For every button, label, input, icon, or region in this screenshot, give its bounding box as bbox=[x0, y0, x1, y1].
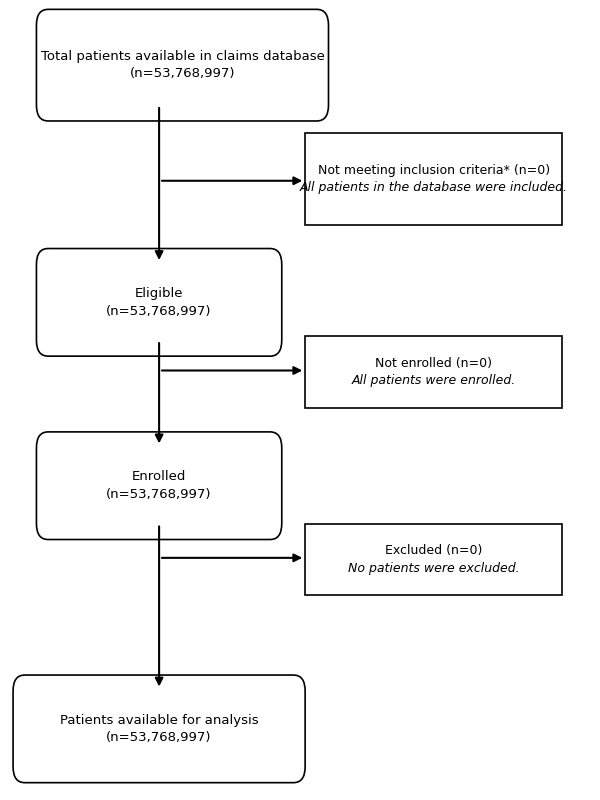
FancyBboxPatch shape bbox=[37, 10, 328, 121]
Bar bbox=[305, 133, 562, 225]
Text: (n=53,768,997): (n=53,768,997) bbox=[106, 488, 212, 501]
Text: (n=53,768,997): (n=53,768,997) bbox=[106, 305, 212, 318]
Text: No patients were excluded.: No patients were excluded. bbox=[348, 562, 520, 574]
Text: All patients were enrolled.: All patients were enrolled. bbox=[352, 374, 516, 387]
Text: (n=53,768,997): (n=53,768,997) bbox=[130, 67, 235, 81]
Text: Not enrolled (n=0): Not enrolled (n=0) bbox=[375, 357, 492, 370]
Text: Total patients available in claims database: Total patients available in claims datab… bbox=[41, 50, 325, 63]
Text: Excluded (n=0): Excluded (n=0) bbox=[385, 544, 482, 557]
Bar bbox=[305, 523, 562, 595]
Text: Not meeting inclusion criteria* (n=0): Not meeting inclusion criteria* (n=0) bbox=[317, 163, 550, 177]
FancyBboxPatch shape bbox=[13, 675, 305, 782]
FancyBboxPatch shape bbox=[37, 249, 282, 356]
Text: Patients available for analysis: Patients available for analysis bbox=[60, 714, 259, 726]
FancyBboxPatch shape bbox=[37, 432, 282, 539]
Bar bbox=[305, 336, 562, 408]
Text: Enrolled: Enrolled bbox=[132, 470, 186, 483]
Text: Eligible: Eligible bbox=[135, 287, 184, 300]
Text: (n=53,768,997): (n=53,768,997) bbox=[106, 731, 212, 744]
Text: All patients in the database were included.: All patients in the database were includ… bbox=[299, 181, 568, 194]
